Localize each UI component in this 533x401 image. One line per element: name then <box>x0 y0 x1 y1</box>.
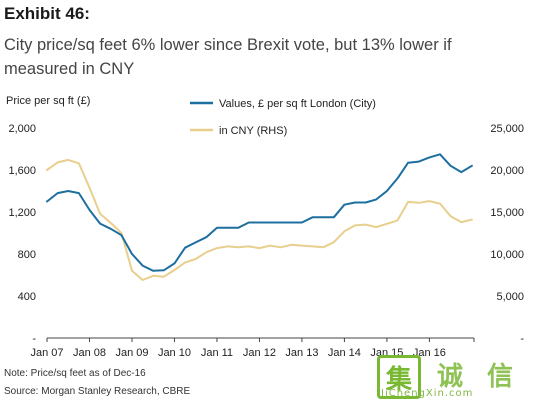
y-left-tick-label: 800 <box>18 249 36 261</box>
chart-title: City price/sq feet 6% lower since Brexit… <box>4 36 452 78</box>
y-right-tick-label: - <box>520 333 524 345</box>
x-tick-label: Jan 16 <box>413 347 446 359</box>
watermark-logo: 集 诚 信 JiChengXin.com <box>369 355 529 399</box>
x-tick-label: Jan 14 <box>328 347 361 359</box>
legend-item-cny-label: in CNY (RHS) <box>219 125 287 137</box>
x-tick-label: Jan 13 <box>285 347 318 359</box>
watermark-domain: JiChengXin.com <box>381 388 474 399</box>
y-axis-left-label: Price per sq ft (£) <box>6 95 90 107</box>
x-tick-label: Jan 11 <box>201 347 233 359</box>
y-right-tick-label: 20,000 <box>490 165 524 177</box>
series-line-cny <box>46 158 473 281</box>
watermark-glyph: 诚 <box>436 361 463 392</box>
x-tick-label: Jan 07 <box>30 347 63 359</box>
y-right-tick-label: 10,000 <box>490 249 524 261</box>
watermark-glyph: 集 <box>377 355 421 399</box>
series-line-gbp <box>46 153 473 272</box>
y-left-tick-label: 2,000 <box>8 123 36 135</box>
y-left-tick-label: - <box>32 333 36 345</box>
x-tick-label: Jan 10 <box>158 347 191 359</box>
footnote: Note: Price/sq feet as of Dec-16 <box>4 368 146 379</box>
y-right-tick-label: 25,000 <box>490 123 524 135</box>
y-right-tick-label: 15,000 <box>490 207 524 219</box>
y-left-tick-label: 400 <box>18 291 36 303</box>
y-left-tick-label: 1,600 <box>8 165 36 177</box>
watermark-glyph: 信 <box>486 361 513 392</box>
y-left-tick-label: 1,200 <box>8 207 36 219</box>
exhibit-label: Exhibit 46: <box>4 4 90 23</box>
source-note: Source: Morgan Stanley Research, CBRE <box>4 386 191 397</box>
x-tick-label: Jan 12 <box>243 347 276 359</box>
x-tick-label: Jan 09 <box>115 347 148 359</box>
x-tick-label: Jan 08 <box>73 347 106 359</box>
y-right-tick-label: 5,000 <box>496 291 524 303</box>
legend-item-gbp-label: Values, £ per sq ft London (City) <box>219 98 376 110</box>
